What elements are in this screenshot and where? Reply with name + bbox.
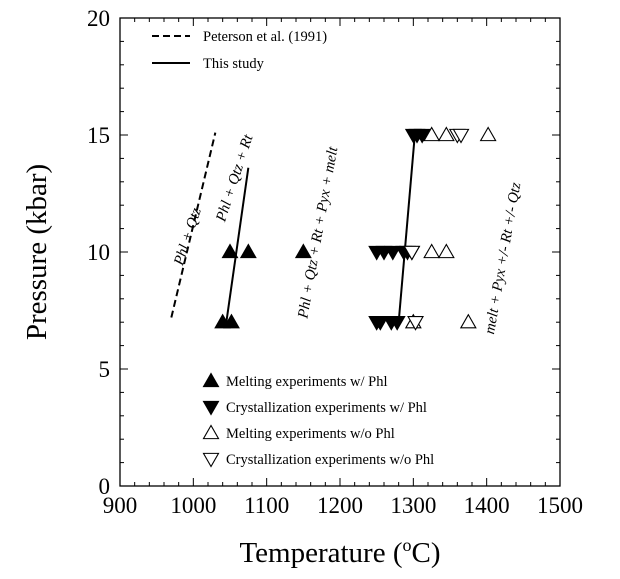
marker-legend-label: Crystallization experiments w/o Phl — [226, 452, 434, 468]
open-melting-point — [479, 126, 497, 142]
filled-melting-point — [239, 243, 257, 259]
this-study-boundary-line — [397, 134, 416, 323]
axis-ticks — [119, 17, 561, 487]
x-tick-label: 1300 — [390, 493, 436, 518]
this-study-boundary-line — [225, 167, 250, 323]
legend-marker-icon — [202, 400, 220, 416]
line-legend-label: This study — [203, 56, 265, 72]
line-legend: Peterson et al. (1991) This study — [152, 29, 327, 72]
marker-legend-label: Melting experiments w/ Phl — [226, 374, 388, 390]
y-tick-label: 20 — [87, 6, 110, 31]
line-legend-label: Peterson et al. (1991) — [203, 29, 327, 45]
phase-boundaries — [170, 132, 416, 323]
region-label: melt + Pyx +/- Rt +/- Qtz — [482, 181, 524, 335]
x-tick-label: 1000 — [170, 493, 216, 518]
open-melting-point — [459, 313, 477, 329]
x-tick-label: 1100 — [244, 493, 289, 518]
region-label: Phl + Qtz + Rt — [213, 132, 257, 225]
filled-crystallization-point — [388, 316, 406, 331]
data-markers — [214, 126, 497, 331]
legend-marker-icon — [202, 424, 220, 440]
y-tick-label: 5 — [99, 357, 111, 382]
open-crystallization-point — [407, 316, 424, 331]
open-melting-point — [423, 126, 441, 142]
open-crystallization-point — [403, 245, 421, 261]
x-tick-label: 1400 — [464, 493, 510, 518]
x-tick-label: 1200 — [317, 493, 363, 518]
x-axis-title-sup: o — [403, 535, 412, 555]
open-melting-point — [437, 126, 455, 142]
x-axis-title-main: Temperature ( — [239, 537, 402, 569]
x-tick-label: 900 — [103, 493, 138, 518]
tick-labels: 900 1000 1100 1200 1300 1400 1500 0 5 10 15 20 — [87, 6, 583, 518]
x-axis-title: Temperature (oC) — [239, 535, 440, 569]
filled-crystallization-point — [413, 128, 431, 144]
region-label: Phl + Qtz — [171, 206, 205, 268]
open-melting-point — [423, 243, 441, 259]
y-axis-title: Pressure (kbar) — [21, 164, 53, 340]
open-crystallization-point — [452, 128, 470, 144]
marker-legend-label: Melting experiments w/o Phl — [226, 426, 395, 442]
x-axis-title-end: C) — [412, 537, 441, 569]
filled-melting-point — [221, 243, 239, 259]
marker-legend: Melting experiments w/ Phl Crystallizatio… — [202, 372, 434, 468]
x-tick-label: 1500 — [537, 493, 583, 518]
peterson-boundary-line — [170, 132, 217, 318]
legend-marker-icon — [202, 452, 220, 468]
y-tick-label: 15 — [87, 123, 110, 148]
open-melting-point — [437, 243, 455, 259]
filled-melting-point — [223, 313, 240, 329]
y-tick-label: 0 — [99, 474, 111, 499]
legend-marker-icon — [202, 372, 220, 388]
filled-crystallization-point — [371, 316, 389, 331]
filled-melting-point — [294, 243, 312, 259]
filled-crystallization-point — [384, 245, 402, 261]
region-label: Phl + Qtz + Rt + Pyx + melt — [295, 145, 341, 321]
y-tick-label: 10 — [87, 240, 110, 265]
marker-legend-label: Crystallization experiments w/ Phl — [226, 400, 427, 416]
